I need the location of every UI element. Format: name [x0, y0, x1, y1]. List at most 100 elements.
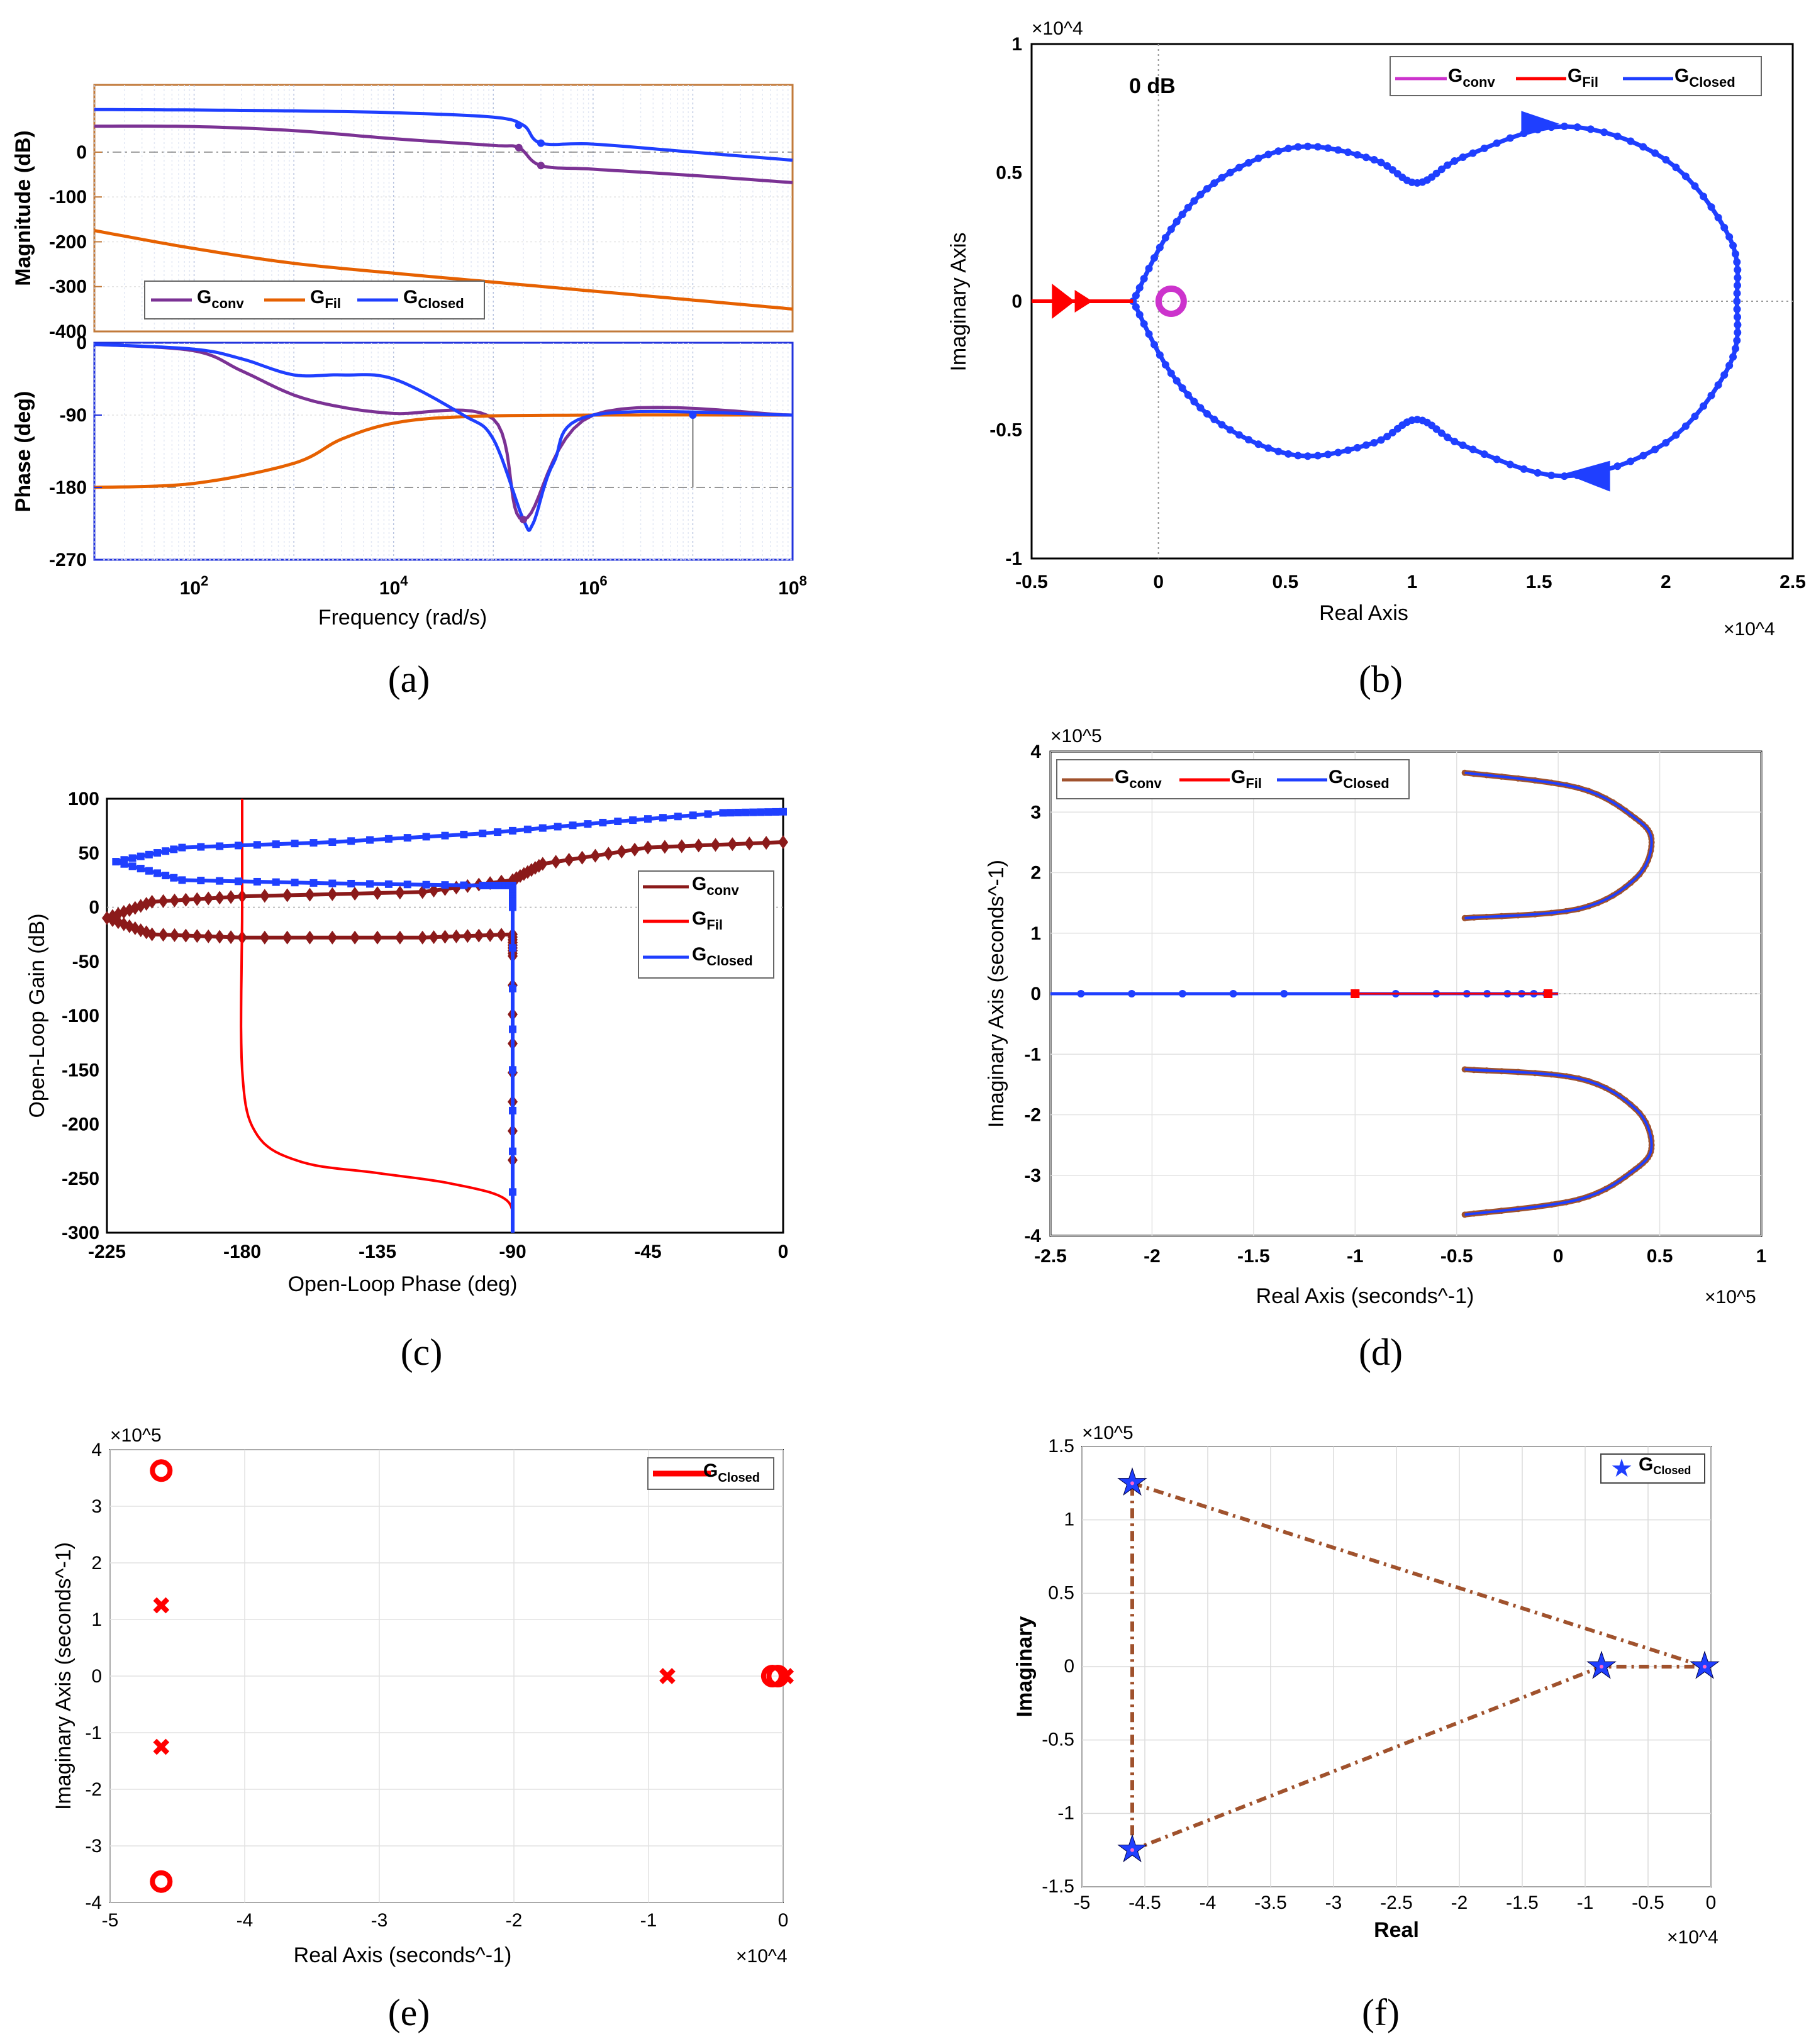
c-conv-diamond [496, 928, 507, 942]
b-closed-dot [1362, 441, 1370, 449]
d-ytick-label: 3 [1030, 802, 1041, 823]
f-ticks: -5 -4.5 -4 -3.5 -3 -2.5 -2 -1.5 -1 -0.5 0 1.5 1 0.5 0 -… [1042, 1436, 1716, 1913]
c-closed-square [153, 869, 162, 877]
c-conv-diamond [428, 883, 439, 897]
f-xtick-label: -5 [1074, 1892, 1091, 1913]
c-closed-square [674, 813, 682, 821]
b-closed-dot [1691, 182, 1699, 190]
b-closed-dot [1196, 404, 1205, 412]
b-xtick-label: 0 [1153, 572, 1164, 592]
f-star-marker: ★ [1688, 1645, 1721, 1686]
d-closed-dot [1178, 990, 1186, 997]
c-legend: Gconv GFil GClosed [638, 870, 774, 979]
c-conv-diamond [350, 930, 360, 945]
c-conv-diamond [158, 928, 169, 942]
d-ytick-label: -3 [1024, 1165, 1041, 1186]
b-closed-dot [1264, 150, 1273, 158]
e-xtick-label: -1 [640, 1910, 657, 1931]
f-legend-star-icon: ★ [1610, 1455, 1633, 1482]
b-ticks: -0.5 0 0.5 1 1.5 2 2.5 -1 -0.5 0 0.5 1 [989, 34, 1806, 592]
e-y-exponent: ×10^5 [110, 1425, 162, 1446]
c-closed-square [128, 862, 136, 870]
c-conv-diamond [474, 928, 484, 943]
c-conv-diamond [214, 891, 225, 905]
c-closed-square [347, 879, 355, 887]
b-closed-dot [1432, 169, 1440, 177]
d-xtick-label: 1 [1756, 1246, 1767, 1267]
b-ytick-label: 0 [1011, 291, 1022, 312]
c-xtick-label: -135 [359, 1241, 396, 1262]
b-closed-dot [1506, 134, 1514, 142]
c-conv-diamond [169, 928, 180, 942]
b-closed-dot [1190, 197, 1198, 205]
e-pole-marker [153, 1738, 170, 1755]
f-legend: ★ GClosed [1600, 1453, 1705, 1484]
b-closed-dot [1720, 371, 1729, 379]
d-xtick-label: -2 [1144, 1246, 1161, 1267]
panel-label-e: (e) [388, 1992, 430, 2033]
d-closed-dot [1128, 990, 1136, 997]
c-conv-diamond [304, 887, 315, 902]
b-closed-dot [1733, 258, 1741, 266]
c-closed-square [704, 810, 712, 818]
f-star-center [1600, 1665, 1603, 1669]
a-magnitude-ytick-label: -100 [49, 187, 87, 208]
c-conv-diamond [372, 886, 382, 901]
c-conv-diamond [203, 891, 214, 906]
c-closed-square [659, 814, 667, 822]
f-xtick-label: 0 [1706, 1892, 1717, 1913]
b-closed-dot [1729, 242, 1737, 250]
b-closed-dot [1733, 305, 1741, 313]
e-ytick-label: -4 [85, 1892, 102, 1913]
c-conv-diamond [564, 853, 574, 867]
b-axes-box [1030, 43, 1794, 560]
b-closed-dot [1451, 438, 1459, 446]
c-plot [101, 799, 788, 1233]
c-xtick-label: -225 [88, 1241, 126, 1262]
a-phase-series-G_Fil [94, 413, 793, 489]
d-closed-dot [1280, 990, 1288, 997]
b-grid [1032, 44, 1793, 558]
c-conv-diamond [462, 929, 473, 943]
c-conv-diamond [727, 837, 738, 852]
b-closed-dot [1254, 154, 1262, 162]
c-closed-square [689, 811, 697, 819]
c-closed-square [509, 944, 516, 952]
e-ytick-label: -1 [85, 1723, 102, 1743]
b-closed-dot [1161, 360, 1169, 369]
c-closed-square [757, 808, 765, 816]
d-ytick-label: -2 [1024, 1105, 1041, 1126]
c-conv-diamond [590, 848, 601, 863]
c-conv-diamond [192, 892, 203, 906]
f-xtick-label: -3.5 [1254, 1892, 1287, 1913]
b-closed-dot [1707, 391, 1715, 399]
b-closed-dot [1140, 275, 1148, 283]
c-closed-square [197, 877, 205, 885]
c-closed-square [479, 830, 487, 838]
d-legend-closed: GClosed [1329, 767, 1390, 791]
a-legend: Gconv GFil GClosed [144, 280, 485, 319]
b-xtick-label: 1 [1407, 572, 1418, 592]
a-marker-3 [537, 139, 545, 147]
b-closed-dot [1244, 158, 1252, 167]
b-closed-dot [1383, 433, 1391, 441]
b-closed-dot [1561, 122, 1568, 130]
c-conv-diamond [616, 845, 627, 859]
c-closed-square [719, 809, 727, 817]
c-closed-square [170, 874, 178, 882]
a-marker-0 [515, 143, 523, 152]
b-fil-arrow [1052, 284, 1075, 319]
c-conv-diamond [451, 880, 462, 895]
b-closed-dot [1254, 440, 1262, 448]
b-closed-dot [1324, 144, 1332, 152]
c-closed-square [328, 879, 337, 887]
d-xtick-label: 0 [1553, 1246, 1564, 1267]
a-xtick-label: 108 [778, 573, 807, 599]
b-closed-dot [1184, 203, 1192, 211]
c-closed-square [554, 823, 562, 831]
b-closed-dot [1383, 162, 1391, 170]
c-ytick-label: -300 [62, 1223, 99, 1243]
c-closed-square [599, 818, 607, 826]
